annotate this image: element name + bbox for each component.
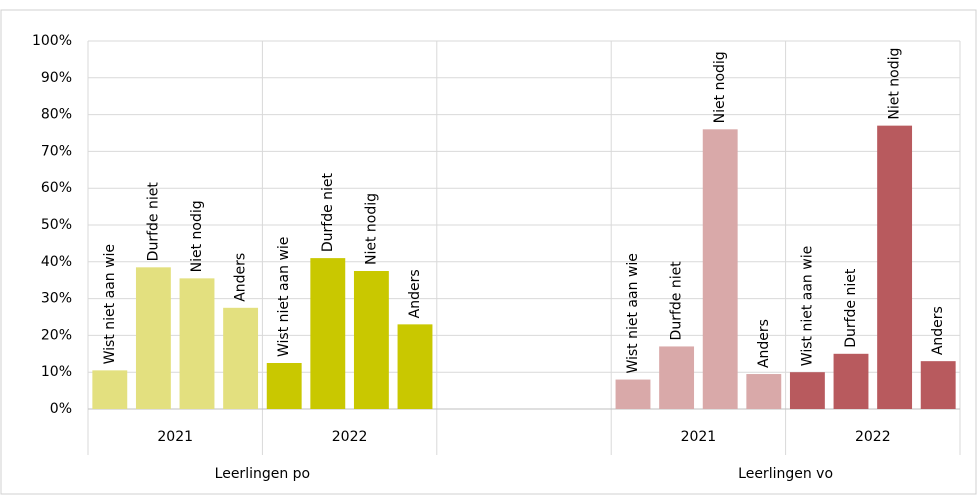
bar-label: Anders	[930, 306, 946, 355]
group-label: Leerlingen vo	[738, 466, 833, 482]
bar	[223, 307, 259, 409]
bar	[702, 129, 738, 409]
bar-label: Wist niet aan wie	[276, 237, 292, 357]
bar	[135, 267, 171, 409]
bar-label: Niet nodig	[363, 193, 379, 265]
bar	[746, 374, 782, 409]
chart-frame	[0, 9, 977, 495]
y-tick-label: 100%	[32, 33, 72, 49]
bar-label: Durfde niet	[669, 261, 685, 341]
bar-label: Wist niet aan wie	[799, 246, 815, 366]
y-tick-label: 90%	[41, 70, 72, 86]
bar-label: Wist niet aan wie	[102, 244, 118, 364]
y-tick-label: 60%	[41, 180, 72, 196]
bar-label: Niet nodig	[712, 51, 728, 123]
y-tick-label: 10%	[41, 364, 72, 380]
bar-label: Durfde niet	[145, 182, 161, 262]
bar-label: Wist niet aan wie	[625, 253, 641, 373]
group-label: Leerlingen po	[215, 466, 310, 482]
bar	[877, 125, 913, 409]
bar	[659, 346, 695, 409]
year-label: 2021	[157, 429, 193, 445]
bar	[833, 353, 869, 409]
bar	[179, 278, 215, 409]
y-tick-label: 80%	[41, 107, 72, 123]
y-tick-label: 40%	[41, 254, 72, 270]
bar	[353, 271, 389, 409]
y-tick-label: 30%	[41, 291, 72, 307]
bar	[92, 370, 128, 409]
bar	[266, 363, 302, 409]
bar-label: Anders	[407, 269, 423, 318]
bar	[789, 372, 825, 409]
bar-label: Niet nodig	[189, 200, 205, 272]
year-label: 2021	[681, 429, 717, 445]
bar-label: Anders	[756, 319, 772, 368]
bar	[310, 258, 346, 409]
bar	[397, 324, 433, 409]
bar-label: Anders	[233, 253, 249, 302]
year-label: 2022	[855, 429, 891, 445]
year-label: 2022	[332, 429, 368, 445]
bar-label: Durfde niet	[320, 172, 336, 252]
bar	[920, 361, 956, 409]
y-tick-label: 20%	[41, 327, 72, 343]
bar	[615, 379, 651, 409]
bar-label: Niet nodig	[887, 48, 903, 120]
y-tick-label: 50%	[41, 217, 72, 233]
y-tick-label: 0%	[50, 401, 72, 417]
bar-label: Durfde niet	[843, 268, 859, 348]
y-tick-label: 70%	[41, 143, 72, 159]
